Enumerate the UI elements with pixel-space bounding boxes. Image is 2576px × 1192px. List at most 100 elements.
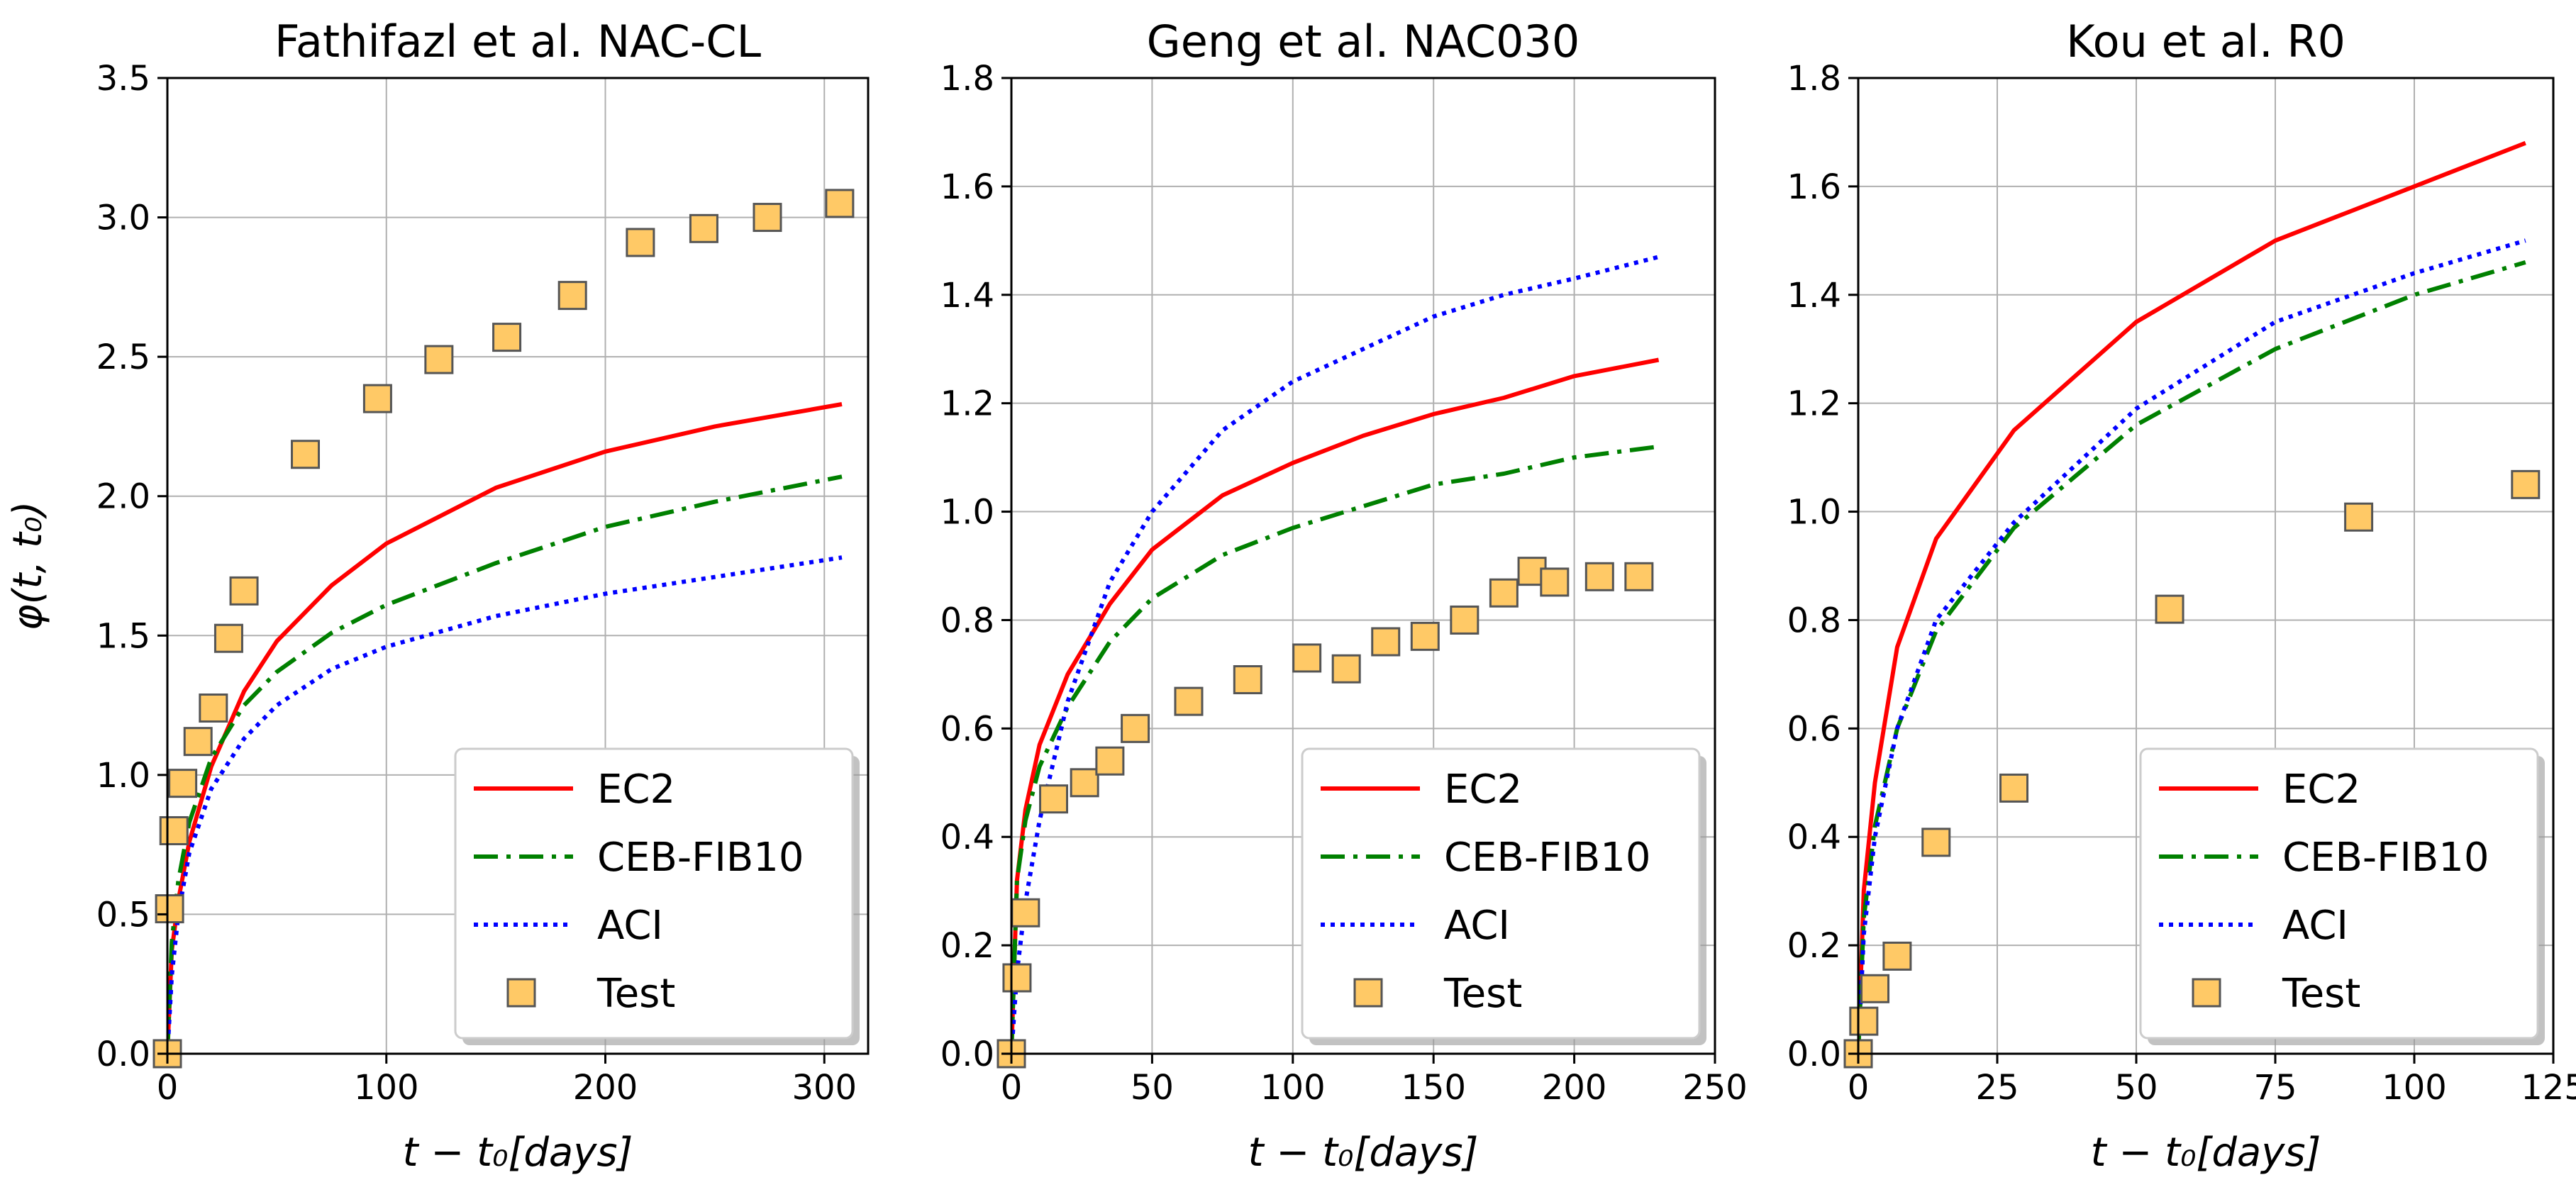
test-data-point [1624, 562, 1654, 591]
x-tick-label: 125 [2521, 1068, 2576, 1108]
x-tick-label: 0 [1001, 1068, 1023, 1108]
legend-swatch-test [506, 978, 536, 1008]
test-data-point [2344, 502, 2374, 532]
legend-box [2139, 747, 2539, 1040]
x-tick-label: 100 [1260, 1068, 1326, 1108]
test-data-point [2155, 594, 2184, 624]
test-data-point [183, 727, 213, 757]
x-tick-label: 300 [792, 1068, 857, 1108]
test-data-point [1489, 578, 1519, 608]
axes-frame [1857, 77, 2555, 1055]
test-data-point [1121, 713, 1150, 743]
y-tick-label: 2.0 [96, 477, 150, 517]
x-tick-label: 0 [1848, 1068, 1870, 1108]
test-data-point [1292, 643, 1322, 673]
test-data-point [825, 189, 855, 218]
test-data-point [362, 384, 392, 413]
legend-box [1301, 747, 1701, 1040]
test-data-point [1410, 621, 1440, 651]
test-data-point [155, 894, 184, 924]
legend-label: CEB-FIB10 [1444, 835, 1651, 881]
plot-area [1858, 140, 2526, 1054]
test-data-point [1331, 654, 1361, 684]
x-tick-label: 50 [1131, 1068, 1174, 1108]
axes-frame [166, 77, 870, 1055]
test-data-point [1070, 768, 1099, 798]
y-tick-label: 1.8 [1787, 59, 1841, 99]
legend-label: ACI [1444, 903, 1510, 949]
series-line-ceb-fib10 [1011, 444, 1659, 1054]
y-axis-label: φ(t, t₀) [5, 501, 51, 631]
axes-frame [1010, 77, 1716, 1055]
legend-label: Test [1443, 971, 1522, 1017]
x-tick-label: 150 [1401, 1068, 1466, 1108]
legend-label: ACI [597, 903, 663, 949]
y-tick-label: 1.2 [940, 384, 994, 424]
legend: EC2 CEB-FIB10 ACI Test [1301, 747, 1706, 1045]
y-tick-label: 0.5 [96, 895, 150, 935]
legend-box [454, 747, 854, 1040]
x-tick-label: 250 [1682, 1068, 1748, 1108]
x-tick-label: 100 [2382, 1068, 2447, 1108]
test-data-point [492, 323, 522, 352]
series-line-ec2 [1858, 140, 2526, 1054]
test-data-point [1371, 627, 1401, 657]
y-tick-label: 0.0 [96, 1035, 150, 1074]
test-data-point [1002, 963, 1032, 993]
legend-label: CEB-FIB10 [597, 835, 804, 881]
test-data-point [1095, 746, 1125, 776]
series-line-ec2 [1011, 357, 1660, 1054]
test-data-point [557, 281, 587, 311]
y-tick-label: 1.0 [940, 493, 994, 533]
y-tick-label: 1.5 [96, 616, 150, 656]
test-data-point [1921, 828, 1951, 857]
chart-panel-3: 0 25 50 75 100 125 0.0 0.2 0.4 0.6 0.8 1.0 1.2 1.4 1.6… [1787, 16, 2576, 1176]
y-tick-label: 0.4 [940, 818, 994, 857]
legend-label: ACI [2282, 903, 2348, 949]
y-tick-label: 0.6 [940, 709, 994, 749]
y-tick-label: 0.2 [1787, 926, 1841, 966]
y-tick-label: 3.5 [96, 59, 150, 99]
legend: EC2 CEB-FIB10 ACI Test [2139, 747, 2545, 1045]
chart-panel-2: 0 50 100 150 200 250 0.0 0.2 0.4 0.6 0.8 1.0 1.2 1.4 1… [940, 16, 1748, 1176]
plot-area [1011, 255, 1660, 1054]
legend-label: Test [596, 971, 675, 1017]
chart-title: Kou et al. R0 [2066, 16, 2345, 67]
test-data-point [1999, 773, 2029, 803]
y-tick-label: 0.2 [940, 926, 994, 966]
test-data-point [1174, 686, 1204, 716]
x-tick-label: 75 [2253, 1068, 2297, 1108]
test-data-point [1039, 784, 1069, 814]
legend-swatch-test [1353, 978, 1383, 1008]
y-tick-label: 0.4 [1787, 818, 1841, 857]
legend: EC2 CEB-FIB10 ACI Test [454, 747, 860, 1045]
test-data-point [1860, 974, 1890, 1003]
test-data-point [1849, 1006, 1879, 1036]
test-data-point [168, 769, 198, 798]
y-tick-label: 2.5 [96, 338, 150, 377]
test-data-point [1233, 665, 1262, 695]
chart-panel-1: 0 100 200 300 0.0 0.5 1.0 1.5 2.0 2.5 3.0 3.5 Fathif… [5, 16, 870, 1176]
test-data-point [2511, 469, 2541, 499]
x-tick-label: 0 [157, 1068, 179, 1108]
y-tick-label: 1.6 [1787, 167, 1841, 207]
legend-swatch-test [2192, 978, 2221, 1008]
x-axis-label: t − t₀[days] [403, 1130, 633, 1176]
legend-label: EC2 [1444, 767, 1522, 813]
test-data-point [424, 345, 454, 374]
test-data-point [213, 623, 243, 653]
y-tick-label: 0.8 [1787, 601, 1841, 640]
y-tick-label: 0.0 [940, 1035, 994, 1074]
y-tick-label: 1.4 [1787, 276, 1841, 316]
x-axis-label: t − t₀[days] [2091, 1130, 2321, 1176]
series-line-ceb-fib10 [167, 474, 843, 1054]
y-tick-label: 1.2 [1787, 384, 1841, 424]
x-tick-label: 25 [1975, 1068, 2019, 1108]
test-data-point [1011, 898, 1040, 928]
y-tick-label: 0.0 [1787, 1035, 1841, 1074]
test-data-point [159, 815, 189, 845]
test-data-point [689, 213, 718, 243]
chart-title: Fathifazl et al. NAC-CL [274, 16, 762, 67]
x-tick-label: 200 [573, 1068, 638, 1108]
